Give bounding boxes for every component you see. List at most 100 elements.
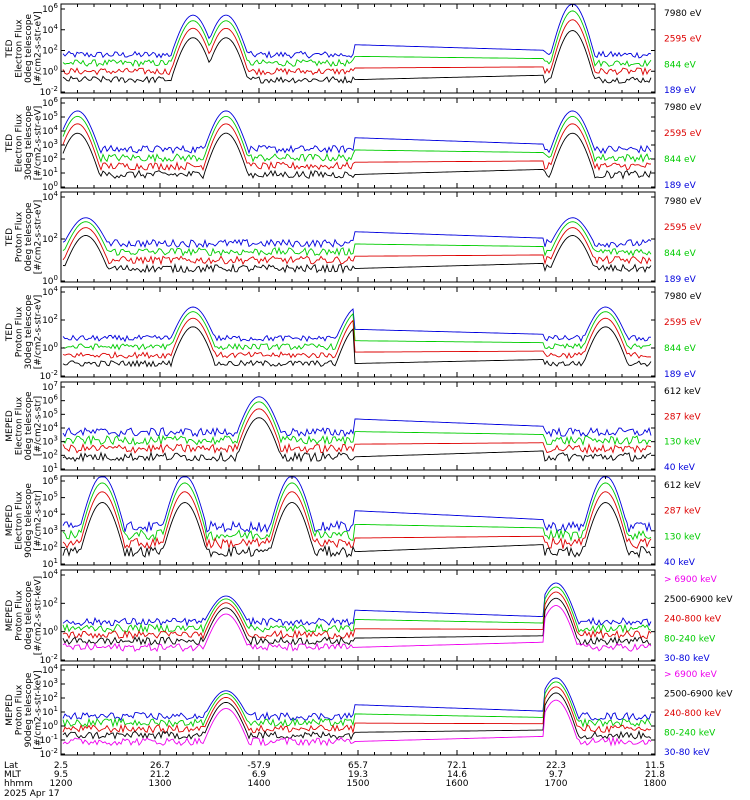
- y-tick-label: 100: [42, 341, 58, 354]
- x-tick-label: 6.9: [252, 770, 267, 780]
- series-2595-ev: [62, 123, 651, 172]
- series-240-800-kev: [62, 686, 652, 735]
- legend-entry: 7980 eV: [664, 197, 702, 207]
- series-80-240-kev: [62, 681, 652, 728]
- y-tick-label: 10-2: [40, 369, 58, 382]
- legend-entry: 189 eV: [664, 275, 697, 285]
- y-tick-label: 105: [42, 110, 58, 123]
- legend-entry: 7980 eV: [664, 103, 702, 113]
- y-tick-label: 105: [42, 407, 58, 420]
- series-40-kev: [62, 396, 652, 438]
- panel-3: [62, 217, 652, 274]
- legend-entry: > 6900 keV: [664, 670, 718, 680]
- x-tick-label: 19.3: [348, 770, 368, 780]
- date-label: 2025 Apr 17: [4, 789, 60, 799]
- y-tick-label: 102: [42, 44, 58, 57]
- x-tick-label: 72.1: [447, 761, 467, 771]
- y-tick-label: 100: [42, 64, 58, 77]
- y-axis-label: TEDElectron Flux0deg telescope[#/cm2-s-s…: [5, 11, 43, 86]
- legend-entry: 7980 eV: [664, 9, 702, 19]
- x-tick-label: 1700: [545, 779, 568, 789]
- x-tick-label: 9.5: [54, 770, 68, 780]
- series-130-kev: [62, 482, 652, 542]
- series-30-80-kev: [62, 677, 652, 722]
- legend-entry: 30-80 keV: [664, 748, 710, 758]
- x-row-label: hhmm: [4, 779, 33, 789]
- y-axis-label: MEPEDElectron Flux0deg telescope[#/cm2-s…: [5, 391, 43, 461]
- series--6900-kev: [62, 699, 652, 747]
- legend-entry: 130 keV: [664, 532, 701, 542]
- legend-entry: 844 eV: [664, 344, 697, 354]
- y-tick-label: 104: [42, 663, 58, 676]
- panel-4: [62, 306, 652, 368]
- legend-entry: 844 eV: [664, 60, 697, 70]
- y-tick-label: 102: [42, 152, 58, 165]
- x-tick-label: 14.6: [447, 770, 467, 780]
- panel-5: [62, 396, 652, 463]
- series-844-ev: [62, 115, 652, 163]
- series-287-kev: [62, 408, 652, 455]
- x-row-label: Lat: [4, 761, 19, 771]
- y-tick-label: 104: [42, 568, 58, 581]
- series-7980-ev: [62, 235, 652, 274]
- y-tick-label: 104: [42, 421, 58, 434]
- legend-entry: 80-240 keV: [664, 729, 716, 739]
- legend-entry: 2500-6900 keV: [664, 595, 733, 605]
- y-tick-label: 102: [42, 540, 58, 553]
- x-tick-label: 9.7: [549, 770, 563, 780]
- x-tick-label: 1600: [446, 779, 469, 789]
- series-2595-ev: [62, 19, 652, 77]
- x-tick-label: 11.5: [645, 761, 665, 771]
- panel-2: [62, 110, 652, 180]
- y-tick-label: 100: [42, 625, 58, 638]
- y-axis-label: MEPEDProton Flux0deg telescope[#/cm2-s-s…: [5, 576, 43, 655]
- y-tick-label: 104: [42, 507, 58, 520]
- series-2595-ev: [62, 317, 652, 360]
- legend-entry: 40 keV: [664, 558, 696, 568]
- series-40-kev: [62, 476, 652, 534]
- legend-entry: 40 keV: [664, 463, 696, 473]
- legend-entry: 2595 eV: [664, 35, 702, 45]
- y-tick-label: 100: [42, 180, 58, 193]
- series-7980-ev: [62, 132, 652, 180]
- y-tick-label: 106: [42, 96, 58, 109]
- x-tick-label: 22.3: [546, 761, 566, 771]
- series-612-kev: [62, 417, 652, 463]
- y-tick-label: 102: [42, 596, 58, 609]
- y-tick-label: 100: [42, 274, 58, 287]
- series-189-ev: [62, 110, 652, 155]
- x-tick-label: -57.9: [247, 761, 271, 771]
- y-tick-label: 10-2: [40, 85, 58, 98]
- y-tick-label: 107: [42, 380, 58, 393]
- legend-entry: 844 eV: [664, 155, 697, 165]
- x-row-label: MLT: [4, 770, 22, 780]
- series-130-kev: [62, 401, 652, 446]
- panel-7: [62, 582, 652, 653]
- legend-entry: 844 eV: [664, 249, 697, 259]
- legend-entry: 189 eV: [664, 181, 697, 191]
- x-tick-label: 65.7: [348, 761, 368, 771]
- x-tick-label: 1400: [248, 779, 271, 789]
- series--6900-kev: [62, 605, 652, 653]
- series-2500-6900-kev: [62, 597, 652, 647]
- series-189-ev: [62, 306, 651, 343]
- series-2500-6900-kev: [62, 692, 652, 741]
- x-tick-label: 1800: [644, 779, 667, 789]
- x-tick-label: 2.5: [54, 761, 68, 771]
- y-tick-label: 106: [42, 394, 58, 407]
- legend-entry: 80-240 keV: [664, 634, 716, 644]
- y-tick-label: 104: [42, 124, 58, 137]
- y-tick-label: 102: [42, 691, 58, 704]
- y-tick-label: 106: [42, 474, 58, 487]
- y-tick-label: 103: [42, 677, 58, 690]
- panel-8: [62, 677, 652, 747]
- series-240-800-kev: [62, 591, 652, 640]
- y-tick-label: 103: [42, 435, 58, 448]
- series-612-kev: [62, 502, 652, 559]
- y-tick-label: 101: [42, 166, 58, 179]
- y-tick-label: 101: [42, 705, 58, 718]
- legend-entry: 189 eV: [664, 86, 697, 96]
- legend-entry: 7980 eV: [664, 292, 702, 302]
- x-tick-label: 1200: [50, 779, 73, 789]
- series-844-ev: [62, 10, 652, 68]
